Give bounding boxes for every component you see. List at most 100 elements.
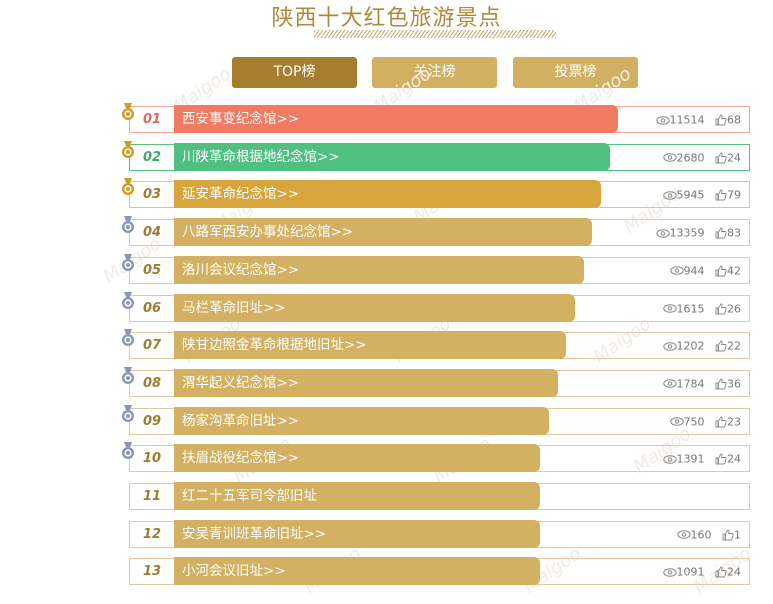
rank-number: 04 xyxy=(142,225,162,241)
list-item[interactable]: 01 西安事变纪念馆>> 11514 68 xyxy=(122,103,750,133)
rank-number: 02 xyxy=(142,149,162,165)
like-count: 24 xyxy=(727,151,741,165)
list-item[interactable]: 10 扶眉战役纪念馆>> 1391 24 xyxy=(122,442,750,473)
title-decoration xyxy=(314,30,556,38)
eye-icon xyxy=(655,115,670,125)
row-stats: 1202 22 xyxy=(662,333,741,358)
row-stats: 2680 24 xyxy=(662,145,741,170)
eye-icon xyxy=(669,417,684,426)
tab-vote[interactable]: 投票榜 xyxy=(513,57,638,88)
row-stats: 5945 79 xyxy=(662,182,741,207)
gold-medal-icon xyxy=(122,178,134,196)
list-item[interactable]: 11 红二十五军司令部旧址 xyxy=(129,482,750,510)
list-item[interactable]: 05 洛川会议纪念馆>> 944 42 xyxy=(122,253,750,284)
like-count: 1 xyxy=(734,528,741,542)
attraction-link[interactable]: 川陕革命根据地纪念馆>> xyxy=(174,142,610,171)
rank-number: 12 xyxy=(142,526,162,542)
view-count: 1202 xyxy=(676,339,705,353)
rank-number: 11 xyxy=(142,489,162,504)
view-count: 1091 xyxy=(676,565,705,579)
attraction-link[interactable]: 马栏革命旧址>> xyxy=(174,293,575,322)
like-count: 42 xyxy=(727,264,741,278)
thumbs-up-icon[interactable] xyxy=(722,529,734,541)
attraction-link[interactable]: 杨家沟革命旧址>> xyxy=(174,406,549,435)
silver-medal-icon xyxy=(122,404,134,422)
view-count: 160 xyxy=(690,528,712,542)
view-count: 944 xyxy=(683,264,705,278)
row-stats: 750 23 xyxy=(669,409,741,434)
rank-number: 03 xyxy=(142,187,162,203)
rank-number: 06 xyxy=(142,300,162,316)
attraction-link[interactable]: 安吴青训班革命旧址>> xyxy=(174,519,540,548)
thumbs-up-icon[interactable] xyxy=(715,416,727,428)
view-count: 2680 xyxy=(676,151,705,165)
thumbs-up-icon[interactable] xyxy=(715,189,727,201)
silver-medal-icon xyxy=(122,442,134,460)
row-stats: 1091 24 xyxy=(662,559,741,584)
attraction-link[interactable]: 渭华起义纪念馆>> xyxy=(174,368,558,397)
attraction-link[interactable]: 陕甘边照金革命根据地旧址>> xyxy=(174,331,566,360)
list-item[interactable]: 13 小河会议旧址>> 1091 24 xyxy=(129,557,750,586)
view-count: 1784 xyxy=(676,377,705,391)
like-count: 23 xyxy=(727,415,741,429)
thumbs-up-icon[interactable] xyxy=(715,340,727,352)
silver-medal-icon xyxy=(122,216,134,234)
attraction-link[interactable]: 红二十五军司令部旧址 xyxy=(174,482,540,510)
thumbs-up-icon[interactable] xyxy=(715,152,727,164)
row-stats: 1784 36 xyxy=(662,371,741,396)
thumbs-up-icon[interactable] xyxy=(715,378,727,390)
thumbs-up-icon[interactable] xyxy=(715,227,727,239)
thumbs-up-icon[interactable] xyxy=(715,566,727,578)
rank-number: 09 xyxy=(142,413,162,429)
view-count: 5945 xyxy=(676,188,705,202)
eye-icon xyxy=(662,191,677,200)
attraction-link[interactable]: 延安革命纪念馆>> xyxy=(174,180,601,209)
list-item[interactable]: 07 陕甘边照金革命根据地旧址>> 1202 22 xyxy=(122,329,750,360)
view-count: 750 xyxy=(683,415,705,429)
tab-top[interactable]: TOP榜 xyxy=(232,57,357,88)
row-stats: 1391 24 xyxy=(662,446,741,471)
eye-icon xyxy=(655,228,670,238)
thumbs-up-icon[interactable] xyxy=(715,303,727,315)
eye-icon xyxy=(662,153,677,162)
like-count: 24 xyxy=(727,452,741,466)
silver-medal-icon xyxy=(122,291,134,309)
attraction-link[interactable]: 扶眉战役纪念馆>> xyxy=(174,444,540,473)
thumbs-up-icon[interactable] xyxy=(715,265,727,277)
like-count: 24 xyxy=(727,565,741,579)
attraction-link[interactable]: 小河会议旧址>> xyxy=(174,557,540,586)
list-item[interactable]: 06 马栏革命旧址>> 1615 26 xyxy=(122,291,750,322)
row-stats: 944 42 xyxy=(669,258,741,283)
attraction-link[interactable]: 八路军西安办事处纪念馆>> xyxy=(174,218,592,247)
eye-icon xyxy=(662,454,677,464)
silver-medal-icon xyxy=(122,366,134,384)
view-count: 11514 xyxy=(669,113,705,127)
like-count: 68 xyxy=(727,113,741,127)
list-item[interactable]: 08 渭华起义纪念馆>> 1784 36 xyxy=(122,366,750,397)
attraction-link[interactable]: 洛川会议纪念馆>> xyxy=(174,255,584,284)
tab-follow[interactable]: 关注榜 xyxy=(372,57,497,88)
list-item[interactable]: 09 杨家沟革命旧址>> 750 23 xyxy=(122,404,750,435)
list-item[interactable]: 04 八路军西安办事处纪念馆>> 13359 83 xyxy=(122,216,750,247)
eye-icon xyxy=(676,530,691,539)
eye-icon xyxy=(662,379,677,389)
row-stats: 11514 68 xyxy=(655,107,741,132)
eye-icon xyxy=(662,568,677,577)
list-item[interactable]: 12 安吴青训班革命旧址>> 160 1 xyxy=(129,519,750,548)
eye-icon xyxy=(669,266,684,276)
page-title: 陕西十大红色旅游景点 xyxy=(271,6,502,31)
row-stats: 13359 83 xyxy=(655,220,741,245)
thumbs-up-icon[interactable] xyxy=(715,453,727,465)
like-count: 26 xyxy=(727,302,741,315)
view-count: 1615 xyxy=(676,302,705,315)
rank-number: 08 xyxy=(142,375,162,391)
rank-number: 13 xyxy=(142,564,162,580)
silver-medal-icon xyxy=(122,253,134,271)
attraction-link[interactable]: 西安事变纪念馆>> xyxy=(174,105,618,133)
eye-icon xyxy=(662,341,677,351)
list-item[interactable]: 02 川陕革命根据地纪念馆>> 2680 24 xyxy=(122,140,750,171)
view-count: 13359 xyxy=(669,226,705,240)
like-count: 83 xyxy=(727,226,741,240)
list-item[interactable]: 03 延安革命纪念馆>> 5945 79 xyxy=(122,178,750,209)
thumbs-up-icon[interactable] xyxy=(715,114,727,126)
